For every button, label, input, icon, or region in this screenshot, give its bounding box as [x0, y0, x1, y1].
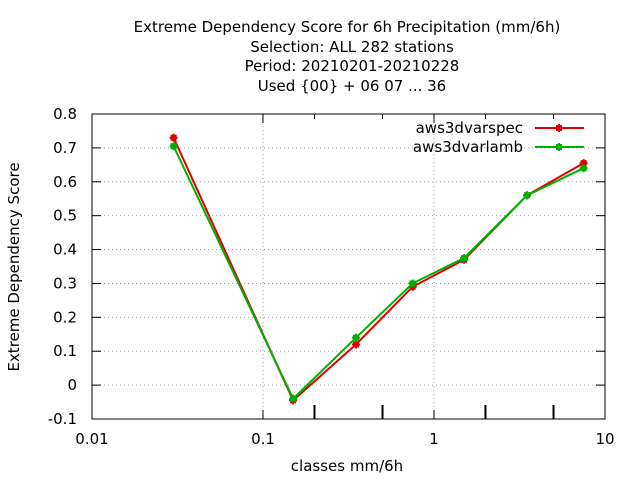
y-tick-label: -0.1: [48, 410, 77, 428]
data-point: [408, 279, 417, 288]
y-tick-label: 0.8: [53, 105, 77, 123]
axis-tick-labels: -0.1 0 0.1 0.2 0.3 0.4 0.5 0.6 0.7 0.8 0.01 0.1 1 10: [48, 105, 615, 448]
data-point: [289, 394, 298, 403]
data-point: [460, 254, 469, 263]
data-point: [523, 191, 532, 200]
title-line-3: Period: 20210201-20210228: [245, 57, 460, 75]
series-line: [172, 137, 585, 403]
x-tick-label: 0.1: [251, 430, 275, 448]
y-axis-label: Extreme Dependency Score: [5, 162, 23, 371]
data-point: [352, 340, 361, 349]
y-tick-label: 0.4: [53, 241, 77, 259]
y-tick-label: 0.5: [53, 207, 77, 225]
y-tick-label: 0.2: [53, 308, 77, 326]
x-tick-label: 1: [429, 430, 439, 448]
y-tick-label: 0.3: [53, 274, 77, 292]
y-tick-label: 0.6: [53, 173, 77, 191]
plot-border: [91, 113, 606, 420]
title-line-2: Selection: ALL 282 stations: [250, 38, 454, 56]
data-point: [352, 333, 361, 342]
title-line-4: Used {00} + 06 07 ... 36: [258, 77, 446, 95]
title-line-1: Extreme Dependency Score for 6h Precipit…: [134, 18, 561, 36]
data-point: [579, 164, 588, 173]
series-layer: [169, 133, 588, 405]
grid: [92, 114, 605, 419]
y-tick-label: 0.7: [53, 139, 77, 157]
legend-label: aws3dvarspec: [416, 119, 523, 137]
legend-marker: [555, 143, 563, 151]
chart-title: Extreme Dependency Score for 6h Precipit…: [134, 18, 561, 95]
axis-ticks: [91, 113, 606, 420]
y-tick-label: 0: [67, 376, 77, 394]
legend-marker: [555, 124, 563, 132]
data-point: [169, 133, 178, 142]
x-tick-label: 0.01: [75, 430, 108, 448]
legend-label: aws3dvarlamb: [413, 138, 523, 156]
x-tick-label: 10: [595, 430, 614, 448]
x-axis-label: classes mm/6h: [291, 457, 403, 475]
data-point: [169, 142, 178, 151]
series-aws3dvarlamb: [169, 142, 588, 403]
y-tick-label: 0.1: [53, 342, 77, 360]
